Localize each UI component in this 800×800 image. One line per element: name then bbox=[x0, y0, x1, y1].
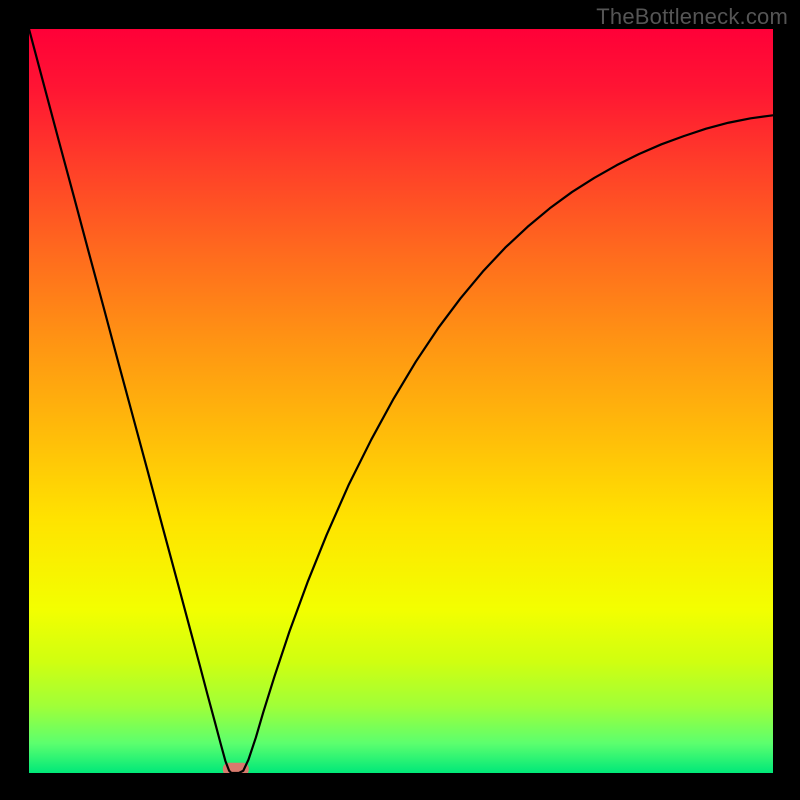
outer-frame: TheBottleneck.com bbox=[0, 0, 800, 800]
chart-plot-area bbox=[29, 29, 773, 773]
bottleneck-curve-chart bbox=[29, 29, 773, 773]
watermark-text: TheBottleneck.com bbox=[596, 4, 788, 30]
chart-background bbox=[29, 29, 773, 773]
